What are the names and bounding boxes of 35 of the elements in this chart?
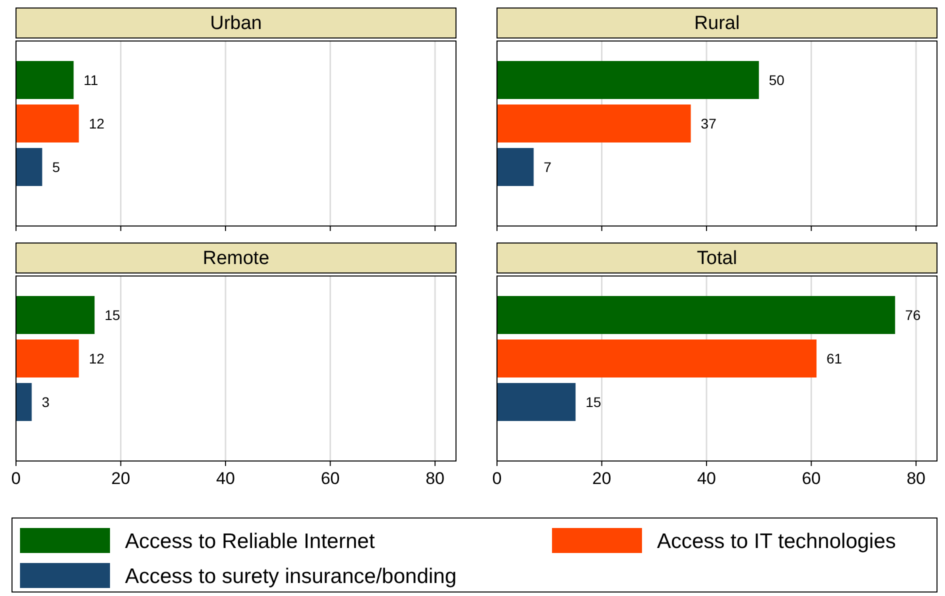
x-tick-label: 20	[592, 469, 612, 488]
x-tick-label: 80	[426, 469, 445, 488]
x-tick-label: 20	[111, 469, 130, 488]
x-tick-label: 40	[216, 469, 235, 488]
data-label: 3	[42, 394, 50, 410]
data-label: 61	[826, 350, 842, 366]
data-label: 76	[905, 307, 921, 323]
bar	[497, 296, 896, 334]
legend-label: Access to surety insurance/bonding	[125, 565, 457, 588]
data-label: 12	[88, 350, 105, 366]
bar	[16, 296, 95, 334]
x-tick-label: 0	[492, 469, 502, 488]
legend-label: Access to Reliable Internet	[125, 530, 375, 553]
bar	[16, 340, 79, 378]
bar	[16, 383, 32, 421]
data-label: 12	[88, 116, 105, 132]
chart-title: Urban	[210, 13, 262, 34]
data-label: 37	[700, 116, 717, 132]
data-label: 7	[544, 159, 552, 175]
chart-title: Remote	[202, 248, 270, 269]
chart-title: Rural	[694, 13, 740, 34]
data-label: 11	[84, 72, 98, 88]
x-tick-label: 0	[11, 469, 21, 488]
data-label: 50	[768, 72, 785, 88]
bar	[497, 383, 576, 421]
x-tick-label: 60	[320, 469, 340, 488]
chart-title: Total	[696, 248, 738, 269]
x-tick-label: 40	[697, 469, 716, 488]
data-label: 15	[586, 394, 602, 410]
x-tick-label: 60	[802, 469, 821, 488]
legend-label: Access to IT technologies	[657, 530, 896, 553]
data-label: 5	[52, 159, 60, 175]
bar	[497, 340, 817, 378]
data-label: 15	[104, 307, 120, 323]
x-tick-label: 80	[906, 469, 926, 488]
